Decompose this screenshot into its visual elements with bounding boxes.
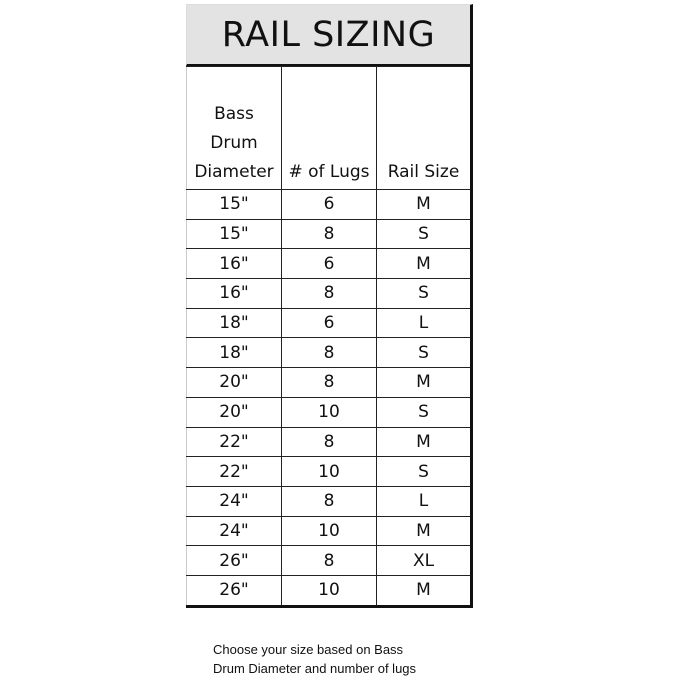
sizing-table: Bass Drum Diameter # of Lugs Rail Size 1… (186, 66, 473, 608)
table-row: 15" 8 S (186, 218, 473, 250)
cell-diameter: 18" (186, 337, 282, 369)
cell-rail-size: M (376, 426, 473, 458)
table-row: 26" 8 XL (186, 545, 473, 576)
cell-diameter: 16" (186, 278, 282, 309)
table-row: 18" 8 S (186, 337, 473, 369)
header-row: Bass Drum Diameter # of Lugs Rail Size (186, 66, 473, 190)
cell-diameter: 15" (186, 189, 282, 220)
cell-diameter: 20" (186, 396, 282, 428)
table-row: 20" 8 M (186, 367, 473, 398)
cell-lugs: 6 (281, 189, 377, 220)
cell-rail-size: M (376, 248, 473, 280)
table-row: 16" 6 M (186, 248, 473, 280)
cell-lugs: 8 (281, 218, 377, 250)
cell-lugs: 10 (281, 515, 377, 547)
cell-rail-size: M (376, 367, 473, 398)
cell-lugs: 8 (281, 545, 377, 576)
header-diameter-line: Bass (214, 104, 254, 124)
cell-diameter: 18" (186, 307, 282, 339)
table-row: 24" 8 L (186, 485, 473, 517)
cell-diameter: 24" (186, 485, 282, 517)
cell-rail-size: M (376, 189, 473, 220)
cell-lugs: 8 (281, 337, 377, 369)
cell-lugs: 10 (281, 574, 377, 608)
table-row: 26" 10 M (186, 574, 473, 608)
header-lugs: # of Lugs (281, 66, 377, 190)
cell-diameter: 20" (186, 367, 282, 398)
cell-lugs: 8 (281, 367, 377, 398)
table-row: 16" 8 S (186, 278, 473, 309)
cell-diameter: 26" (186, 574, 282, 608)
rail-sizing-chart: RAIL SIZING Bass Drum Diameter # of Lugs… (186, 4, 473, 608)
cell-lugs: 8 (281, 485, 377, 517)
table-row: 22" 8 M (186, 426, 473, 458)
cell-diameter: 22" (186, 426, 282, 458)
cell-rail-size: S (376, 396, 473, 428)
cell-rail-size: S (376, 456, 473, 487)
table-row: 22" 10 S (186, 456, 473, 487)
cell-rail-size: L (376, 307, 473, 339)
header-diameter-line: Drum (210, 133, 258, 153)
cell-diameter: 15" (186, 218, 282, 250)
cell-lugs: 6 (281, 307, 377, 339)
caption-line: Drum Diameter and number of lugs (213, 661, 417, 676)
cell-lugs: 10 (281, 396, 377, 428)
chart-title: RAIL SIZING (186, 4, 473, 66)
cell-lugs: 6 (281, 248, 377, 280)
cell-rail-size: L (376, 485, 473, 517)
caption: Choose your size based on Bass Drum Diam… (213, 640, 416, 678)
table-row: 24" 10 M (186, 515, 473, 547)
cell-lugs: 8 (281, 426, 377, 458)
table-row: 20" 10 S (186, 396, 473, 428)
cell-lugs: 10 (281, 456, 377, 487)
cell-rail-size: M (376, 515, 473, 547)
table-row: 18" 6 L (186, 307, 473, 339)
header-rail-size: Rail Size (376, 66, 473, 190)
cell-rail-size: S (376, 337, 473, 369)
cell-diameter: 22" (186, 456, 282, 487)
table-row: 15" 6 M (186, 189, 473, 220)
cell-rail-size: M (376, 574, 473, 608)
cell-lugs: 8 (281, 278, 377, 309)
cell-rail-size: S (376, 218, 473, 250)
header-diameter: Bass Drum Diameter (186, 66, 282, 190)
caption-line: Choose your size based on Bass (213, 642, 404, 657)
cell-diameter: 16" (186, 248, 282, 280)
cell-diameter: 26" (186, 545, 282, 576)
cell-rail-size: XL (376, 545, 473, 576)
cell-rail-size: S (376, 278, 473, 309)
header-diameter-line: Diameter (194, 162, 274, 182)
cell-diameter: 24" (186, 515, 282, 547)
